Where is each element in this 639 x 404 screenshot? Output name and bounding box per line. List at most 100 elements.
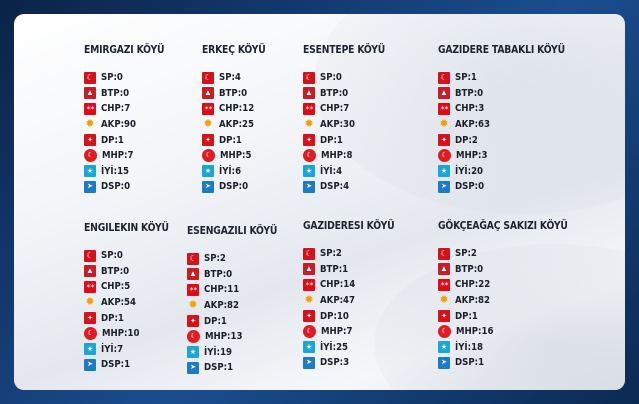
party-result-label: DP:1 bbox=[101, 134, 124, 146]
party-result-label: AKP:82 bbox=[204, 300, 240, 312]
saadet-logo-icon: ☾ bbox=[202, 71, 214, 84]
village-card: GAZIDERE TABAKLI KÖYÜ ☾ SP:1 ▲ BTP:0 ✶✶ CHP:3… bbox=[438, 44, 582, 195]
party-result-label: DSP:1 bbox=[204, 362, 234, 374]
party-row: ✶✶ CHP:22 bbox=[438, 277, 585, 293]
party-row: ☾ SP:2 bbox=[438, 246, 585, 262]
party-row: ☾ SP:1 bbox=[438, 70, 582, 86]
party-row: ✦ DP:1 bbox=[438, 308, 585, 324]
dsp-logo-icon: ➤ bbox=[187, 361, 199, 374]
party-row: ☾ MHP:7 bbox=[84, 148, 175, 164]
village-card: ESENTEPE KÖYÜ ☾ SP:0 ▲ BTP:0 ✶✶ CHP:7 ✹ AKP:30 ✦… bbox=[303, 44, 396, 195]
party-result-label: SP:2 bbox=[204, 253, 226, 265]
party-row: ✹ AKP:25 bbox=[202, 117, 274, 133]
btp-logo-icon: ▲ bbox=[202, 87, 214, 100]
party-result-label: AKP:63 bbox=[455, 119, 491, 131]
party-result-label: CHP:12 bbox=[219, 103, 255, 115]
party-row: ☾ MHP:5 bbox=[202, 148, 274, 164]
party-row: ➤ DSP:0 bbox=[438, 179, 582, 195]
mhp-logo-icon: ☾ bbox=[84, 149, 97, 163]
village-title: ESENTEPE KÖYÜ bbox=[303, 44, 386, 56]
party-result-label: MHP:13 bbox=[205, 331, 243, 343]
party-row: ▲ BTP:0 bbox=[202, 86, 274, 102]
party-result-label: SP:2 bbox=[455, 248, 477, 260]
party-row: ✦ DP:2 bbox=[438, 132, 582, 148]
party-result-label: İYİ:20 bbox=[455, 165, 484, 177]
dp-logo-icon: ✦ bbox=[187, 315, 199, 328]
party-row: ➤ DSP:0 bbox=[84, 179, 175, 195]
dsp-logo-icon: ➤ bbox=[438, 180, 450, 193]
iyi-logo-icon: ★ bbox=[303, 341, 315, 354]
party-result-label: DP:1 bbox=[101, 312, 124, 324]
iyi-logo-icon: ★ bbox=[438, 341, 450, 354]
party-row: ➤ DSP:0 bbox=[202, 179, 274, 195]
party-row: ✹ AKP:47 bbox=[303, 293, 407, 309]
chp-logo-icon: ✶✶ bbox=[187, 283, 199, 296]
village-card: GÖKÇEAĞAÇ SAKIZI KÖYÜ ☾ SP:2 ▲ BTP:0 ✶✶ CHP:2… bbox=[438, 220, 585, 371]
party-result-label: CHP:14 bbox=[320, 279, 356, 291]
mhp-logo-icon: ☾ bbox=[303, 149, 316, 163]
dp-logo-icon: ✦ bbox=[438, 134, 450, 147]
village-card: ESENGAZILI KÖYÜ ☾ SP:2 ▲ BTP:0 ✶✶ CHP:11 ✹ AKP:… bbox=[187, 225, 290, 376]
village-card: GAZIDERESI KÖYÜ ☾ SP:2 ▲ BTP:1 ✶✶ CHP:14 ✹ AKP:… bbox=[303, 220, 407, 371]
party-row: ▲ BTP:1 bbox=[303, 262, 407, 278]
party-row: ☾ MHP:10 bbox=[84, 326, 180, 342]
party-row: ✦ DP:1 bbox=[84, 310, 180, 326]
party-result-label: SP:2 bbox=[320, 248, 342, 260]
akp-logo-icon: ✹ bbox=[304, 294, 314, 307]
village-title: ENGILEKIN KÖYÜ bbox=[84, 222, 169, 234]
party-row: ✶✶ CHP:7 bbox=[84, 101, 175, 117]
party-result-label: İYİ:6 bbox=[219, 165, 242, 177]
party-result-label: SP:4 bbox=[219, 72, 241, 84]
party-result-label: İYİ:15 bbox=[101, 165, 130, 177]
akp-logo-icon: ✹ bbox=[85, 118, 95, 131]
village-card: ENGILEKIN KÖYÜ ☾ SP:0 ▲ BTP:0 ✶✶ CHP:5 ✹ AKP:54… bbox=[84, 222, 180, 373]
party-row: ☾ MHP:13 bbox=[187, 329, 290, 345]
mhp-logo-icon: ☾ bbox=[438, 149, 451, 163]
party-row: ★ İYİ:6 bbox=[202, 164, 274, 180]
village-title: GAZIDERE TABAKLI KÖYÜ bbox=[438, 44, 565, 56]
party-result-label: BTP:0 bbox=[455, 87, 484, 99]
party-row: ✦ DP:1 bbox=[187, 313, 290, 329]
party-row: ✹ AKP:63 bbox=[438, 117, 582, 133]
party-results: ☾ SP:2 ▲ BTP:1 ✶✶ CHP:14 ✹ AKP:47 ✦ DP:10 ☾ MHP:7 ★ İ… bbox=[303, 246, 407, 371]
party-result-label: BTP:1 bbox=[320, 263, 349, 275]
party-row: ➤ DSP:1 bbox=[84, 357, 180, 373]
village-title: ESENGAZILI KÖYÜ bbox=[187, 225, 278, 237]
party-result-label: AKP:30 bbox=[320, 119, 356, 131]
party-row: ✦ DP:10 bbox=[303, 308, 407, 324]
mhp-logo-icon: ☾ bbox=[303, 325, 316, 339]
party-result-label: SP:0 bbox=[101, 250, 123, 262]
village-title: GAZIDERESI KÖYÜ bbox=[303, 220, 395, 232]
party-row: ▲ BTP:0 bbox=[84, 264, 180, 280]
party-result-label: BTP:0 bbox=[219, 87, 248, 99]
party-result-label: MHP:3 bbox=[456, 150, 488, 162]
party-row: ✶✶ CHP:7 bbox=[303, 101, 396, 117]
akp-logo-icon: ✹ bbox=[85, 296, 95, 309]
village-card: EMIRGAZI KÖYÜ ☾ SP:0 ▲ BTP:0 ✶✶ CHP:7 ✹ AKP:90 ✦… bbox=[84, 44, 175, 195]
party-row: ★ İYİ:7 bbox=[84, 342, 180, 358]
btp-logo-icon: ▲ bbox=[303, 263, 315, 276]
iyi-logo-icon: ★ bbox=[84, 165, 96, 178]
party-result-label: DSP:0 bbox=[101, 181, 131, 193]
results-panel: EMIRGAZI KÖYÜ ☾ SP:0 ▲ BTP:0 ✶✶ CHP:7 ✹ AKP:90 ✦… bbox=[14, 14, 625, 390]
dsp-logo-icon: ➤ bbox=[438, 356, 450, 369]
party-row: ☾ MHP:8 bbox=[303, 148, 396, 164]
dp-logo-icon: ✦ bbox=[202, 134, 214, 147]
party-row: ✶✶ CHP:5 bbox=[84, 279, 180, 295]
dsp-logo-icon: ➤ bbox=[202, 180, 214, 193]
saadet-logo-icon: ☾ bbox=[438, 71, 450, 84]
party-result-label: BTP:0 bbox=[101, 87, 130, 99]
chp-logo-icon: ✶✶ bbox=[84, 280, 96, 293]
party-result-label: DSP:3 bbox=[320, 357, 350, 369]
party-result-label: İYİ:4 bbox=[320, 165, 343, 177]
party-row: ✶✶ CHP:12 bbox=[202, 101, 274, 117]
party-result-label: DP:1 bbox=[455, 310, 478, 322]
iyi-logo-icon: ★ bbox=[303, 165, 315, 178]
akp-logo-icon: ✹ bbox=[439, 118, 449, 131]
party-result-label: İYİ:19 bbox=[204, 346, 233, 358]
party-result-label: MHP:5 bbox=[220, 150, 252, 162]
dsp-logo-icon: ➤ bbox=[84, 180, 96, 193]
party-result-label: MHP:7 bbox=[102, 150, 134, 162]
party-result-label: İYİ:18 bbox=[455, 341, 484, 353]
party-result-label: SP:0 bbox=[320, 72, 342, 84]
